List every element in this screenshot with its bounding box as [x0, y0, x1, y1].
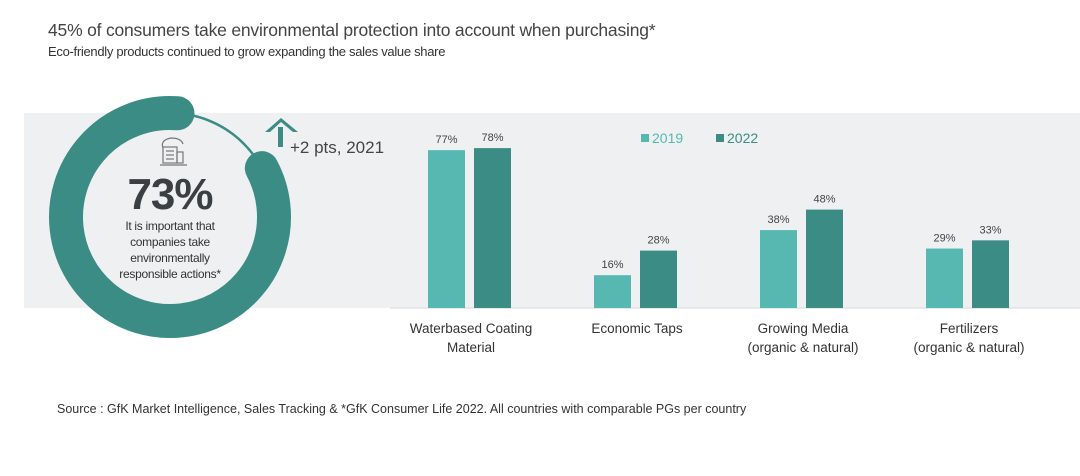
donut-inner [84, 131, 256, 303]
data-label: 78% [481, 132, 503, 144]
legend-swatch-2022 [716, 134, 724, 142]
kpi-value: 73% [127, 170, 213, 219]
kpi-change: +2 pts, 2021 [290, 138, 385, 157]
category-label-line: (organic & natural) [913, 340, 1025, 355]
eco-building-icon [160, 137, 187, 166]
category-label-line: Economic Taps [591, 321, 683, 336]
category-label-line: Fertilizers [939, 321, 999, 336]
source-note: Source : GfK Market Intelligence, Sales … [57, 402, 747, 416]
data-label: 29% [933, 233, 955, 245]
category-label: Fertilizers (organic & natural) [884, 319, 1054, 357]
category-label: Waterbased Coating Material [386, 319, 556, 357]
data-label: 38% [767, 214, 789, 226]
legend-item-2019: 2019 [641, 130, 683, 146]
bar-2022-1 [640, 250, 677, 308]
bar-2019-0 [428, 150, 465, 308]
category-label-line: Material [446, 340, 495, 355]
legend-label: 2022 [727, 130, 759, 146]
category-label: Growing Media (organic & natural) [718, 319, 888, 357]
kpi-donut [49, 96, 291, 338]
bar-2019-1 [594, 275, 631, 308]
data-label: 77% [435, 134, 457, 146]
bar-2022-3 [972, 240, 1009, 308]
donut-arc [49, 96, 291, 338]
bar-2022-0 [474, 148, 511, 308]
legend-label: 2019 [652, 130, 684, 146]
category-label-line: Waterbased Coating [409, 321, 533, 336]
data-label: 48% [813, 194, 835, 206]
bar-2019-2 [760, 230, 797, 308]
arrow-up-icon [265, 118, 298, 147]
bars: 77% 16% 38% 29% 78% 28% 48% 33% [428, 132, 1009, 308]
page-subtitle: Eco-friendly products continued to grow … [48, 44, 446, 59]
category-label: Economic Taps [552, 319, 722, 338]
kpi-description: It is important that companies take envi… [119, 219, 221, 281]
legend-item-2022: 2022 [716, 130, 758, 146]
page-title: 45% of consumers take environmental prot… [48, 20, 656, 40]
category-label-line: Growing Media [757, 321, 849, 336]
bar-2022-2 [806, 209, 843, 308]
legend-swatch-2019 [641, 134, 649, 142]
category-label-line: (organic & natural) [747, 340, 859, 355]
data-label: 33% [979, 224, 1001, 236]
data-label: 16% [601, 259, 623, 271]
bar-2019-3 [926, 248, 963, 308]
data-label: 28% [647, 235, 669, 247]
